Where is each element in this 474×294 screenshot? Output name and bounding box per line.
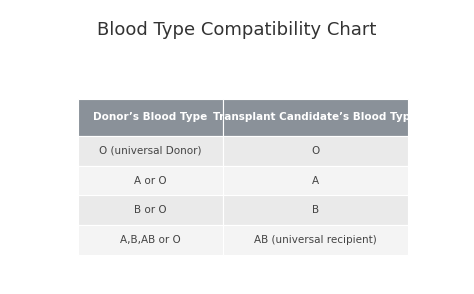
FancyBboxPatch shape	[223, 225, 408, 255]
FancyBboxPatch shape	[223, 196, 408, 225]
FancyBboxPatch shape	[78, 196, 223, 225]
FancyBboxPatch shape	[223, 99, 408, 136]
Text: AB (universal recipient): AB (universal recipient)	[254, 235, 377, 245]
Text: Transplant Candidate’s Blood Type: Transplant Candidate’s Blood Type	[213, 112, 418, 122]
Text: A,B,AB or O: A,B,AB or O	[120, 235, 181, 245]
Text: B: B	[312, 205, 319, 215]
FancyBboxPatch shape	[223, 166, 408, 196]
Text: Blood Type Compatibility Chart: Blood Type Compatibility Chart	[97, 21, 377, 39]
FancyBboxPatch shape	[78, 166, 223, 196]
FancyBboxPatch shape	[223, 136, 408, 166]
FancyBboxPatch shape	[78, 136, 223, 166]
Text: A: A	[312, 176, 319, 186]
Text: Donor’s Blood Type: Donor’s Blood Type	[93, 112, 208, 122]
Text: A or O: A or O	[134, 176, 167, 186]
FancyBboxPatch shape	[78, 99, 223, 136]
Text: O (universal Donor): O (universal Donor)	[99, 146, 201, 156]
Text: O: O	[311, 146, 320, 156]
FancyBboxPatch shape	[78, 225, 223, 255]
Text: B or O: B or O	[134, 205, 167, 215]
